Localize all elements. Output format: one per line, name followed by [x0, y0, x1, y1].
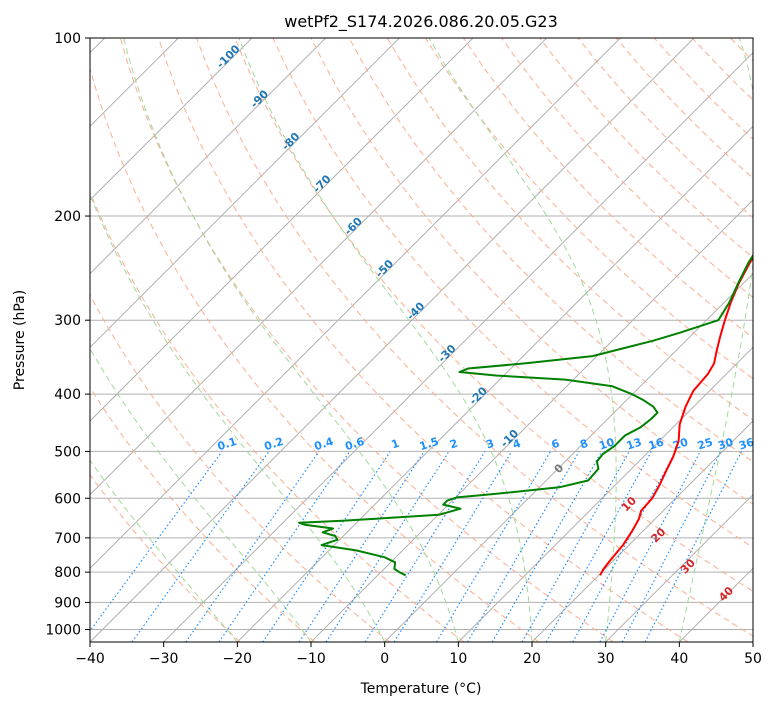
isotherm-line — [457, 346, 753, 642]
mixing-ratio-label: 3 — [484, 437, 495, 452]
dry-adiabat — [272, 38, 753, 548]
mixing-ratio-line — [90, 451, 223, 632]
x-tick-label: −30 — [149, 651, 179, 667]
mixing-ratio-line — [545, 451, 652, 642]
mixing-ratio-label: 30 — [716, 435, 735, 452]
dry-adiabat — [90, 191, 465, 642]
moist-adiabat — [90, 459, 238, 642]
dry-adiabat — [119, 38, 614, 642]
dry-adiabat — [90, 473, 241, 642]
mixing-ratio-label: 8 — [578, 437, 589, 452]
y-axis: 100 200 300 400 500 600 700 800 900 1000 — [45, 31, 90, 638]
mixing-ratio-line — [185, 451, 320, 642]
mixing-ratio-label: 4 — [511, 437, 523, 452]
mixing-ratio-label: 0.6 — [343, 435, 366, 453]
mixing-ratio-label: 36 — [737, 435, 756, 452]
y-tick-label: 800 — [54, 565, 81, 581]
isotherm-line — [605, 493, 753, 642]
dry-adiabat — [196, 38, 753, 637]
dry-adiabat — [90, 66, 540, 642]
y-tick-label: 500 — [54, 444, 81, 460]
y-tick-label: 200 — [54, 209, 81, 225]
dry-adiabat — [386, 38, 753, 421]
mixing-ratio-line — [521, 451, 630, 642]
isotherm-line — [90, 38, 474, 422]
x-tick-label: 30 — [597, 651, 615, 667]
y-tick-label: 300 — [54, 313, 81, 329]
x-axis-label: Temperature (°C) — [360, 681, 482, 697]
x-tick-label: −40 — [75, 651, 105, 667]
isotherm-line — [310, 199, 753, 642]
chart-title: wetPf2_S174.2026.086.20.05.G23 — [284, 12, 558, 32]
isotherm-line — [90, 38, 548, 496]
mixing-ratio-line — [466, 451, 580, 642]
dry-adiabat — [234, 38, 753, 592]
isotherm-line — [90, 38, 253, 201]
isotherm-line — [236, 125, 753, 642]
mixing-ratio-line — [435, 451, 552, 642]
dewpoint-line — [298, 253, 753, 577]
mixing-ratio-label: 1 — [390, 437, 401, 452]
plot-frame — [89, 37, 754, 643]
moist-adiabat — [428, 38, 617, 642]
x-tick-label: 50 — [744, 651, 762, 667]
mixing-ratio-label: 0.1 — [216, 435, 239, 453]
isotherm-line — [531, 420, 753, 642]
mixing-ratio-line — [131, 451, 270, 642]
mixing-ratio-label: 1.5 — [418, 435, 441, 453]
y-tick-label: 400 — [54, 387, 81, 403]
y-tick-label: 900 — [54, 595, 81, 611]
dry-adiabat — [501, 38, 753, 299]
mixing-ratio-label: 13 — [625, 436, 644, 453]
mixing-ratio-line — [325, 451, 450, 642]
mixing-ratio-line — [572, 451, 677, 642]
moist-adiabat — [238, 38, 533, 642]
isotherm-line — [384, 272, 753, 642]
x-axis: −40 −30 −20 −10 0 10 20 30 40 50 — [75, 642, 762, 667]
y-tick-label: 100 — [54, 31, 81, 47]
x-tick-label: −10 — [296, 651, 326, 667]
mixing-ratio-label: 0.2 — [263, 435, 286, 453]
series-layer — [298, 253, 753, 577]
isotherm-line — [90, 38, 400, 349]
isotherm-line — [90, 38, 695, 642]
y-axis-label: Pressure (hPa) — [12, 290, 28, 390]
dry-adiabat — [158, 38, 689, 642]
mixing-ratio-line — [491, 451, 603, 642]
mixing-ratio-label: 6 — [550, 437, 562, 452]
moist-adiabat — [90, 193, 386, 642]
x-tick-label: −20 — [223, 651, 253, 667]
moist-adiabat — [678, 38, 753, 642]
y-tick-label: 700 — [54, 531, 81, 547]
y-tick-label: 1000 — [45, 622, 81, 638]
mixing-ratio-label: 25 — [696, 436, 715, 453]
x-tick-label: 20 — [523, 651, 541, 667]
mixing-ratio-line — [218, 451, 351, 642]
moist-adiabat — [123, 38, 459, 642]
isotherm-line — [163, 51, 753, 642]
moist-adiabat — [90, 347, 312, 642]
dry-adiabat — [310, 38, 753, 505]
mixing-ratio-label: 0.4 — [313, 435, 336, 453]
dry-adiabat — [463, 38, 753, 339]
mixing-ratio-label: 16 — [647, 435, 666, 452]
dry-adiabat — [348, 38, 753, 463]
x-tick-label: 40 — [670, 651, 688, 667]
isotherm-line — [90, 38, 621, 570]
mixing-ratio-line — [393, 451, 513, 642]
isotherm-line — [90, 38, 327, 275]
mixing-ratio-labels: 0.1 0.2 0.4 0.6 1 1.5 2 3 4 6 8 10 13 16 20 25 30 36 — [216, 435, 756, 453]
x-tick-label: 10 — [449, 651, 467, 667]
mixing-ratio-label: 2 — [448, 437, 459, 452]
x-tick-label: 0 — [380, 651, 389, 667]
dry-adiabat — [424, 38, 753, 380]
dry-adiabat — [90, 293, 390, 642]
dry-adiabat — [90, 386, 316, 642]
y-tick-label: 600 — [54, 491, 81, 507]
mixing-ratio-line — [364, 451, 486, 642]
background-lines — [90, 38, 753, 642]
